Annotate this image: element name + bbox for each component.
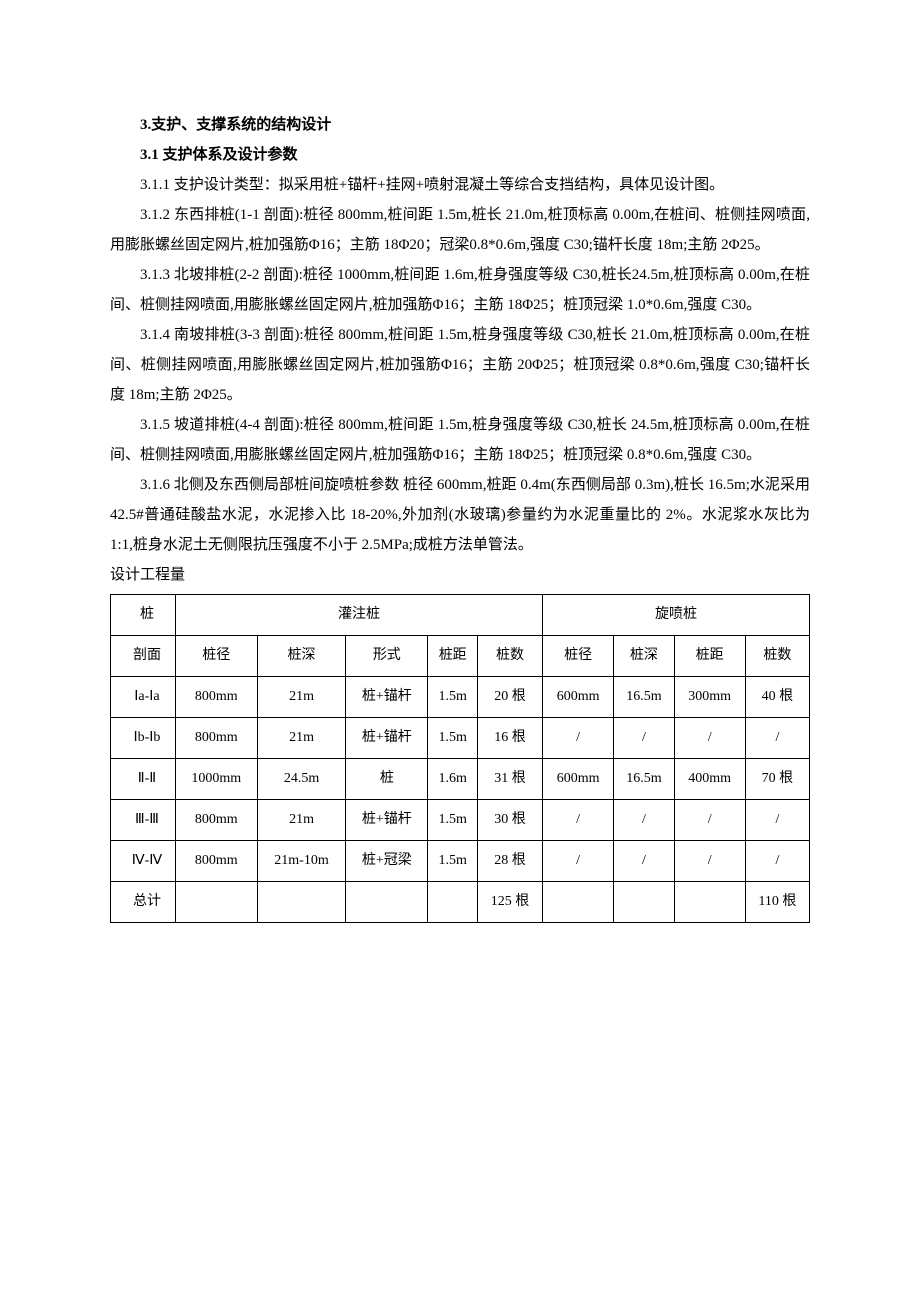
cell xyxy=(257,882,346,923)
paragraph-3-1-1: 3.1.1 支护设计类型：拟采用桩+锚杆+挂网+喷射混凝土等综合支挡结构，具体见… xyxy=(110,170,810,200)
cell: / xyxy=(745,718,809,759)
cell: 125 根 xyxy=(478,882,543,923)
cell: / xyxy=(674,841,745,882)
table-row: Ⅰb-Ⅰb 800mm 21m 桩+锚杆 1.5m 16 根 / / / / xyxy=(111,718,810,759)
paragraph-3-1-3: 3.1.3 北坡排桩(2-2 剖面):桩径 1000mm,桩间距 1.6m,桩身… xyxy=(110,260,810,320)
cell: 1.5m xyxy=(428,677,478,718)
header-depth-2: 桩深 xyxy=(614,636,674,677)
cell: Ⅱ-Ⅱ xyxy=(111,759,176,800)
cell: 28 根 xyxy=(478,841,543,882)
cell: 1.6m xyxy=(428,759,478,800)
cell: 1000mm xyxy=(175,759,257,800)
header-form: 形式 xyxy=(346,636,428,677)
cell: Ⅲ-Ⅲ xyxy=(111,800,176,841)
cell: / xyxy=(542,841,613,882)
section-heading-3: 3.支护、支撑系统的结构设计 xyxy=(110,110,810,140)
cell: 16.5m xyxy=(614,759,674,800)
cell: 600mm xyxy=(542,759,613,800)
cell: / xyxy=(745,800,809,841)
cell: 21m xyxy=(257,677,346,718)
table-row: Ⅳ-Ⅳ 800mm 21m-10m 桩+冠梁 1.5m 28 根 / / / / xyxy=(111,841,810,882)
cell: / xyxy=(542,718,613,759)
cell: / xyxy=(614,841,674,882)
section-heading-3-1: 3.1 支护体系及设计参数 xyxy=(110,140,810,170)
cell: / xyxy=(542,800,613,841)
cell xyxy=(614,882,674,923)
cell xyxy=(542,882,613,923)
header-spacing-1: 桩距 xyxy=(428,636,478,677)
table-row-total: 总计 125 根 110 根 xyxy=(111,882,810,923)
cell: 1.5m xyxy=(428,800,478,841)
cell-total-label: 总计 xyxy=(111,882,176,923)
cell xyxy=(674,882,745,923)
cell: 21m xyxy=(257,718,346,759)
cell: Ⅰa-Ⅰa xyxy=(111,677,176,718)
cell: Ⅰb-Ⅰb xyxy=(111,718,176,759)
cell: 桩 xyxy=(346,759,428,800)
cell: 1.5m xyxy=(428,841,478,882)
cell: Ⅳ-Ⅳ xyxy=(111,841,176,882)
cell: / xyxy=(614,800,674,841)
cell: 16 根 xyxy=(478,718,543,759)
paragraph-3-1-4: 3.1.4 南坡排桩(3-3 剖面):桩径 800mm,桩间距 1.5m,桩身强… xyxy=(110,320,810,410)
cell: / xyxy=(614,718,674,759)
cell: 110 根 xyxy=(745,882,809,923)
paragraph-3-1-5: 3.1.5 坡道排桩(4-4 剖面):桩径 800mm,桩间距 1.5m,桩身强… xyxy=(110,410,810,470)
cell: 16.5m xyxy=(614,677,674,718)
header-diameter-1: 桩径 xyxy=(175,636,257,677)
table-row: Ⅰa-Ⅰa 800mm 21m 桩+锚杆 1.5m 20 根 600mm 16.… xyxy=(111,677,810,718)
cell: 21m-10m xyxy=(257,841,346,882)
cell: 桩+锚杆 xyxy=(346,718,428,759)
cell: 桩+冠梁 xyxy=(346,841,428,882)
table-row: Ⅱ-Ⅱ 1000mm 24.5m 桩 1.6m 31 根 600mm 16.5m… xyxy=(111,759,810,800)
cell: 800mm xyxy=(175,718,257,759)
cell: 800mm xyxy=(175,800,257,841)
cell: 70 根 xyxy=(745,759,809,800)
header-depth-1: 桩深 xyxy=(257,636,346,677)
cell: 21m xyxy=(257,800,346,841)
header-count-1: 桩数 xyxy=(478,636,543,677)
header-count-2: 桩数 xyxy=(745,636,809,677)
cell xyxy=(346,882,428,923)
cell: 20 根 xyxy=(478,677,543,718)
paragraph-3-1-6: 3.1.6 北侧及东西侧局部桩间旋喷桩参数 桩径 600mm,桩距 0.4m(东… xyxy=(110,470,810,560)
table-header-row-2: 剖面 桩径 桩深 形式 桩距 桩数 桩径 桩深 桩距 桩数 xyxy=(111,636,810,677)
cell: / xyxy=(674,800,745,841)
cell: 400mm xyxy=(674,759,745,800)
table-header-row-1: 桩 灌注桩 旋喷桩 xyxy=(111,595,810,636)
header-jet-pile: 旋喷桩 xyxy=(542,595,809,636)
cell: 40 根 xyxy=(745,677,809,718)
cell: 800mm xyxy=(175,677,257,718)
cell xyxy=(175,882,257,923)
header-pile: 桩 xyxy=(111,595,176,636)
cell xyxy=(428,882,478,923)
table-caption: 设计工程量 xyxy=(110,560,810,590)
cell: 31 根 xyxy=(478,759,543,800)
cell: 桩+锚杆 xyxy=(346,677,428,718)
header-spacing-2: 桩距 xyxy=(674,636,745,677)
paragraph-3-1-2: 3.1.2 东西排桩(1-1 剖面):桩径 800mm,桩间距 1.5m,桩长 … xyxy=(110,200,810,260)
design-quantity-table: 桩 灌注桩 旋喷桩 剖面 桩径 桩深 形式 桩距 桩数 桩径 桩深 桩距 桩数 … xyxy=(110,594,810,923)
cell: 1.5m xyxy=(428,718,478,759)
cell: / xyxy=(745,841,809,882)
table-row: Ⅲ-Ⅲ 800mm 21m 桩+锚杆 1.5m 30 根 / / / / xyxy=(111,800,810,841)
cell: 桩+锚杆 xyxy=(346,800,428,841)
cell: 800mm xyxy=(175,841,257,882)
cell: 600mm xyxy=(542,677,613,718)
header-diameter-2: 桩径 xyxy=(542,636,613,677)
header-bored-pile: 灌注桩 xyxy=(175,595,542,636)
header-section: 剖面 xyxy=(111,636,176,677)
cell: / xyxy=(674,718,745,759)
cell: 300mm xyxy=(674,677,745,718)
cell: 24.5m xyxy=(257,759,346,800)
cell: 30 根 xyxy=(478,800,543,841)
